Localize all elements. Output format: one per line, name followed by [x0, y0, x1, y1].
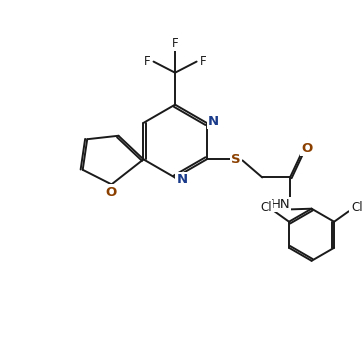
Text: F: F	[144, 55, 151, 68]
Text: S: S	[231, 153, 241, 166]
Text: HN: HN	[270, 198, 290, 211]
Text: O: O	[105, 186, 117, 198]
Text: F: F	[172, 37, 178, 50]
Text: N: N	[176, 173, 188, 186]
Text: O: O	[301, 142, 312, 155]
Text: Cl: Cl	[260, 201, 272, 214]
Text: N: N	[208, 115, 219, 128]
Text: Cl: Cl	[351, 201, 362, 214]
Text: F: F	[199, 55, 206, 68]
